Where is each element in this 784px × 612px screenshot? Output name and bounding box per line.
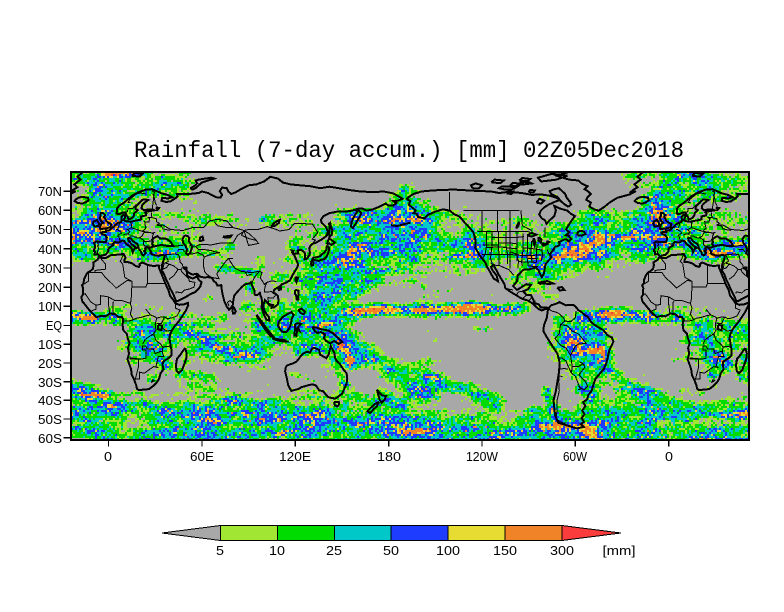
svg-text:60N: 60N	[38, 203, 62, 218]
svg-text:25: 25	[326, 543, 342, 558]
svg-text:[mm]: [mm]	[603, 543, 636, 558]
svg-text:60E: 60E	[190, 449, 214, 464]
svg-text:EQ: EQ	[46, 318, 62, 333]
svg-text:10S: 10S	[38, 337, 62, 352]
svg-text:Rainfall (7-day accum.) [mm] 0: Rainfall (7-day accum.) [mm] 02Z05Dec201…	[134, 138, 684, 164]
svg-text:50: 50	[383, 543, 399, 558]
svg-text:40S: 40S	[38, 393, 62, 408]
svg-text:20N: 20N	[38, 280, 62, 295]
svg-text:5: 5	[216, 543, 224, 558]
svg-text:10: 10	[269, 543, 285, 558]
svg-text:120E: 120E	[279, 449, 311, 464]
svg-text:180: 180	[377, 449, 401, 464]
svg-text:150: 150	[493, 543, 517, 558]
svg-text:40N: 40N	[38, 242, 62, 257]
svg-text:300: 300	[550, 543, 574, 558]
svg-text:0: 0	[104, 449, 112, 464]
svg-text:60S: 60S	[38, 431, 62, 446]
svg-text:10N: 10N	[38, 299, 62, 314]
svg-text:70N: 70N	[38, 184, 62, 199]
svg-text:20S: 20S	[38, 356, 62, 371]
svg-text:50N: 50N	[38, 222, 62, 237]
svg-text:50S: 50S	[38, 412, 62, 427]
svg-text:120W: 120W	[466, 449, 499, 464]
svg-text:0: 0	[665, 449, 673, 464]
svg-text:100: 100	[436, 543, 460, 558]
svg-text:30N: 30N	[38, 261, 62, 276]
svg-text:30S: 30S	[38, 375, 62, 390]
svg-text:60W: 60W	[563, 449, 587, 464]
